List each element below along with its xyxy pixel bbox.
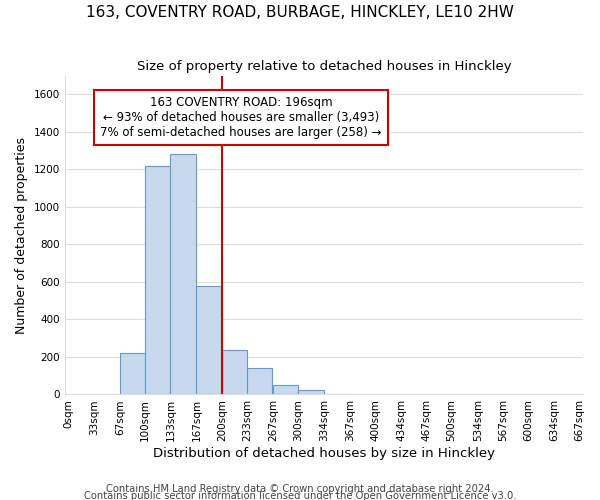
Title: Size of property relative to detached houses in Hinckley: Size of property relative to detached ho… — [137, 60, 511, 73]
Bar — [247, 368, 272, 394]
Bar — [298, 390, 323, 394]
X-axis label: Distribution of detached houses by size in Hinckley: Distribution of detached houses by size … — [153, 447, 495, 460]
Bar — [273, 385, 298, 394]
Y-axis label: Number of detached properties: Number of detached properties — [15, 136, 28, 334]
Bar — [170, 154, 196, 394]
Text: Contains public sector information licensed under the Open Government Licence v3: Contains public sector information licen… — [84, 491, 516, 500]
Text: 163 COVENTRY ROAD: 196sqm
← 93% of detached houses are smaller (3,493)
7% of sem: 163 COVENTRY ROAD: 196sqm ← 93% of detac… — [100, 96, 382, 140]
Bar — [120, 353, 145, 395]
Bar — [196, 286, 222, 395]
Text: 163, COVENTRY ROAD, BURBAGE, HINCKLEY, LE10 2HW: 163, COVENTRY ROAD, BURBAGE, HINCKLEY, L… — [86, 5, 514, 20]
Bar — [145, 166, 170, 394]
Bar — [222, 350, 247, 395]
Text: Contains HM Land Registry data © Crown copyright and database right 2024.: Contains HM Land Registry data © Crown c… — [106, 484, 494, 494]
